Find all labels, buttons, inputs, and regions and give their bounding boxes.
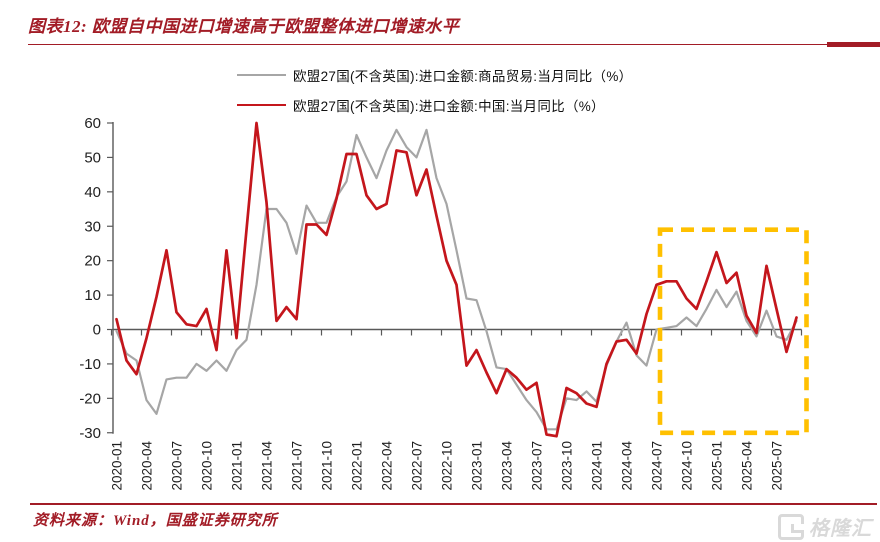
x-tick-label: 2025-01 <box>710 441 725 491</box>
watermark-text: 格隆汇 <box>809 518 872 540</box>
x-tick-label: 2023-01 <box>470 441 485 491</box>
legend-line-swatch-total-icon <box>237 74 286 76</box>
x-tick-label: 2020-07 <box>170 441 185 491</box>
x-tick-label: 2024-04 <box>620 441 635 491</box>
series-china-line <box>115 121 798 438</box>
y-tick-label: -30 <box>79 425 101 442</box>
x-tick-label: 2022-07 <box>410 441 425 491</box>
x-tick-label: 2023-07 <box>530 441 545 491</box>
watermark: 格隆汇 <box>778 512 872 541</box>
x-tick-label: 2023-04 <box>500 441 515 491</box>
x-tick-label: 2024-01 <box>590 441 605 491</box>
title-rule-accent <box>827 42 880 47</box>
x-tick-label: 2022-04 <box>380 441 395 491</box>
legend-line-swatch-china-icon <box>237 104 286 106</box>
x-tick-label: 2021-04 <box>260 441 275 491</box>
x-tick-label: 2021-07 <box>290 441 305 491</box>
chart-legend: 欧盟27国(不含英国):进口金额:商品贸易:当月同比（%） 欧盟27国(不含英国… <box>237 60 632 120</box>
x-tick-label: 2025-04 <box>740 441 755 491</box>
x-tick-label: 2025-07 <box>770 441 785 491</box>
x-tick-label: 2021-10 <box>320 441 335 491</box>
x-tick-label: 2023-10 <box>560 441 575 491</box>
figure-title: 图表12: 欧盟自中国进口增速高于欧盟整体进口增速水平 <box>28 17 460 36</box>
legend-label-china: 欧盟27国(不含英国):进口金额:中国:当月同比（%） <box>293 99 605 114</box>
y-tick-label: -10 <box>79 356 101 373</box>
y-tick-label: 50 <box>84 149 101 166</box>
y-tick-label: 30 <box>84 218 101 235</box>
source-rule <box>30 503 877 505</box>
series-total-line <box>115 128 798 431</box>
y-tick-label: 0 <box>93 322 101 339</box>
x-tick-label: 2021-01 <box>230 441 245 491</box>
x-tick-label: 2024-10 <box>680 441 695 491</box>
legend-label-total: 欧盟27国(不含英国):进口金额:商品贸易:当月同比（%） <box>293 69 633 84</box>
title-rule <box>28 44 877 45</box>
legend-item-total: 欧盟27国(不含英国):进口金额:商品贸易:当月同比（%） <box>237 60 632 90</box>
y-tick-label: 10 <box>84 287 101 304</box>
x-tick-label: 2022-10 <box>440 441 455 491</box>
y-tick-label: -20 <box>79 390 101 407</box>
x-tick-label: 2022-01 <box>350 441 365 491</box>
highlight-box <box>657 227 809 436</box>
y-tick-label: 40 <box>84 184 101 201</box>
x-tick-label: 2024-07 <box>650 441 665 491</box>
y-tick-label: 20 <box>84 253 101 270</box>
legend-item-china: 欧盟27国(不含英国):进口金额:中国:当月同比（%） <box>237 90 632 120</box>
gelonghui-logo-icon <box>778 513 804 540</box>
x-tick-label: 2020-10 <box>200 441 215 491</box>
x-tick-label: 2020-01 <box>110 441 125 491</box>
x-tick-label: 2020-04 <box>140 441 155 491</box>
source-text: 资料来源：Wind，国盛证券研究所 <box>33 513 278 529</box>
y-tick-label: 60 <box>84 115 101 132</box>
